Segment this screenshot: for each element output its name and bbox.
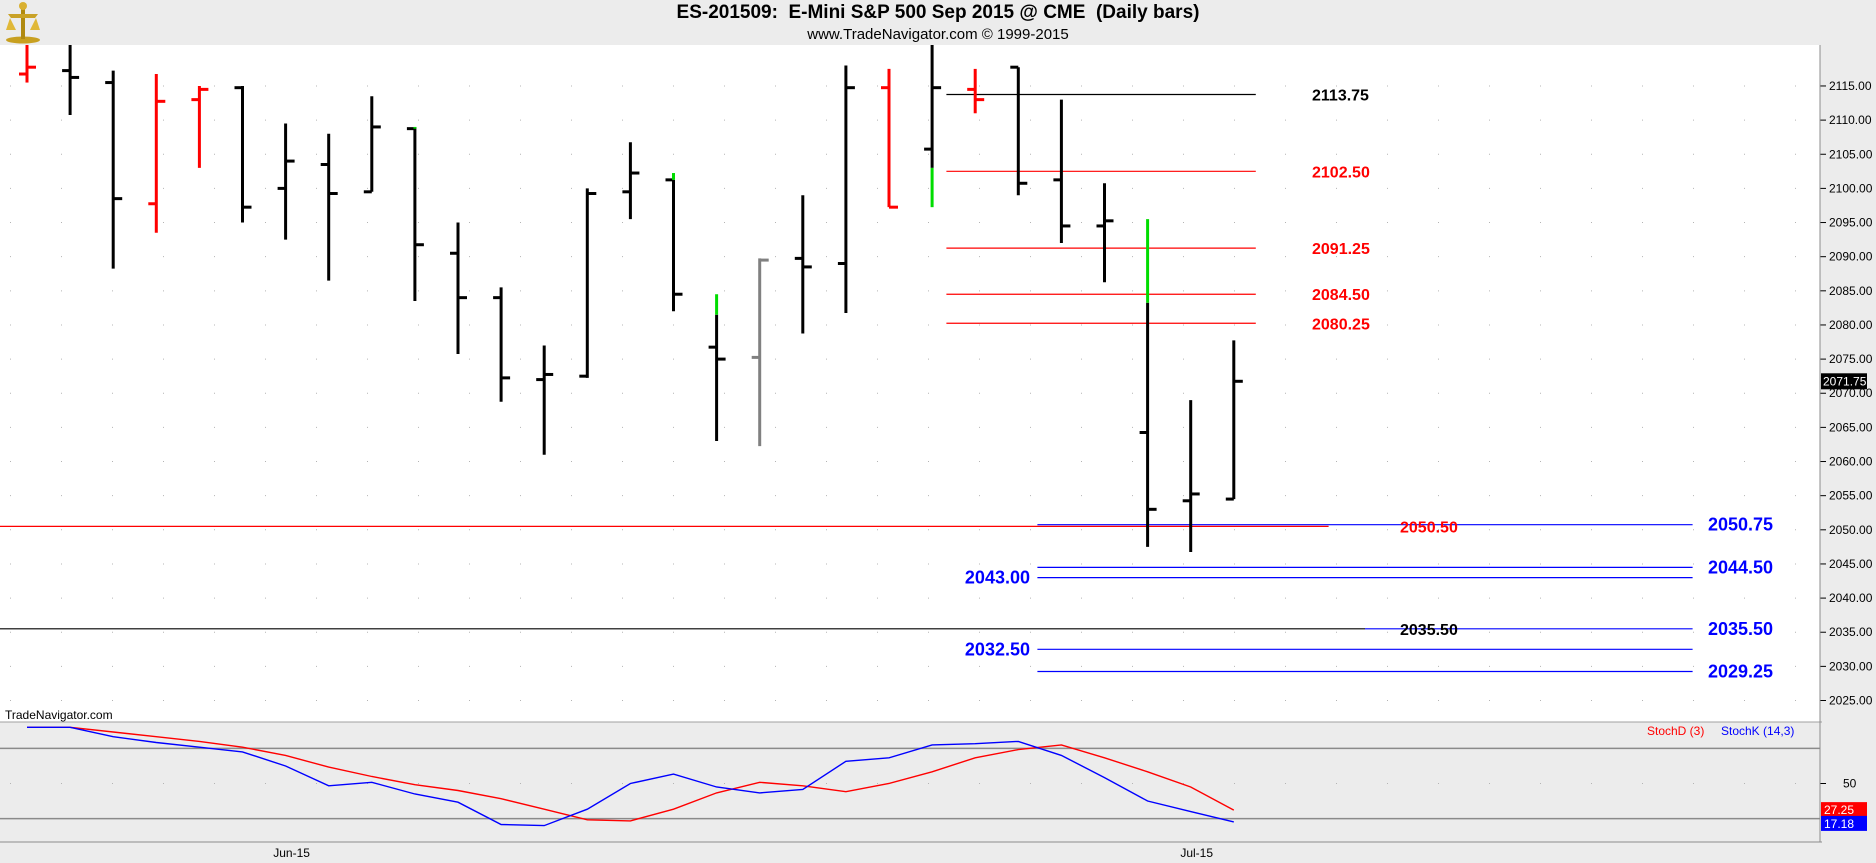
price-axis: 2025.00 2030.00 2035.00 2040.00 2045.00 2050.… — [273, 79, 1872, 860]
price-level-label: 2043.00 — [965, 568, 1030, 588]
price-tick-label: 2060.00 — [1829, 455, 1873, 469]
price-tick-label: 2110.00 — [1829, 113, 1872, 127]
price-level-label: 2050.75 — [1708, 515, 1773, 535]
date-tick-label: Jun-15 — [273, 846, 310, 860]
chart-title: ES-201509: E-Mini S&P 500 Sep 2015 @ CME… — [676, 2, 1200, 23]
trade-navigator-logo — [2, 0, 44, 44]
price-level-label: 2084.50 — [1312, 287, 1370, 304]
chart-subtitle: www.TradeNavigator.com © 1999-2015 — [807, 26, 1069, 43]
stochastic-series-line — [27, 726, 1235, 822]
last-price-label: 2071.75 — [1823, 374, 1867, 388]
price-level-label: 2102.50 — [1312, 164, 1370, 181]
stochastic-grid — [0, 747, 1820, 820]
price-tick-label: 2050.00 — [1829, 523, 1873, 537]
price-tick-label: 2065.00 — [1829, 420, 1873, 434]
level-labels: 2113.75 2102.50 2091.25 2084.50 2080.25 2050.… — [965, 88, 1773, 682]
price-level-label: 2035.50 — [1400, 622, 1458, 639]
stochastic-tick-label: 50 — [1843, 777, 1857, 791]
stochastic-source-label: TradeNavigator.com — [5, 708, 113, 722]
price-tick-label: 2030.00 — [1829, 659, 1873, 673]
price-tick-label: 2105.00 — [1829, 147, 1873, 161]
price-tick-label: 2115.00 — [1829, 79, 1872, 93]
price-tick-label: 2035.00 — [1829, 625, 1873, 639]
legend-stochk: StochK (14,3) — [1721, 724, 1794, 738]
price-level-label: 2080.25 — [1312, 316, 1370, 333]
price-tick-label: 2070.00 — [1829, 386, 1873, 400]
price-level-label: 2113.75 — [1312, 88, 1369, 105]
stochastic-lines — [27, 726, 1235, 827]
price-level-label: 2029.25 — [1708, 661, 1773, 681]
price-tick-label: 2045.00 — [1829, 557, 1873, 571]
price-level-label: 2035.50 — [1708, 619, 1773, 639]
stochd-last-box — [1821, 802, 1867, 818]
stochk-last-label: 17.18 — [1824, 817, 1854, 831]
price-tick-label: 2040.00 — [1829, 591, 1873, 605]
price-tick-label: 2055.00 — [1829, 489, 1873, 503]
stochd-last-label: 27.25 — [1824, 803, 1854, 817]
price-panel — [0, 45, 1820, 722]
price-level-label: 2091.25 — [1312, 241, 1370, 258]
price-bars — [19, 45, 1243, 552]
price-tick-label: 2025.00 — [1829, 694, 1873, 708]
price-tick-label: 2085.00 — [1829, 284, 1873, 298]
price-tick-label: 2075.00 — [1829, 352, 1873, 366]
stochk-last-box — [1821, 815, 1867, 831]
price-tick-label: 2080.00 — [1829, 318, 1873, 332]
date-tick-label: Jul-15 — [1180, 846, 1213, 860]
price-level-label: 2032.50 — [965, 639, 1030, 659]
price-tick-label: 2090.00 — [1829, 250, 1873, 264]
stochastic-series-line — [27, 726, 1234, 827]
price-tick-label: 2095.00 — [1829, 216, 1873, 230]
price-level-label: 2044.50 — [1708, 557, 1773, 577]
price-level-label: 2050.50 — [1400, 519, 1458, 536]
price-tick-label: 2100.00 — [1829, 181, 1873, 195]
last-price-box — [1821, 373, 1867, 390]
legend-stochd: StochD (3) — [1647, 724, 1704, 738]
